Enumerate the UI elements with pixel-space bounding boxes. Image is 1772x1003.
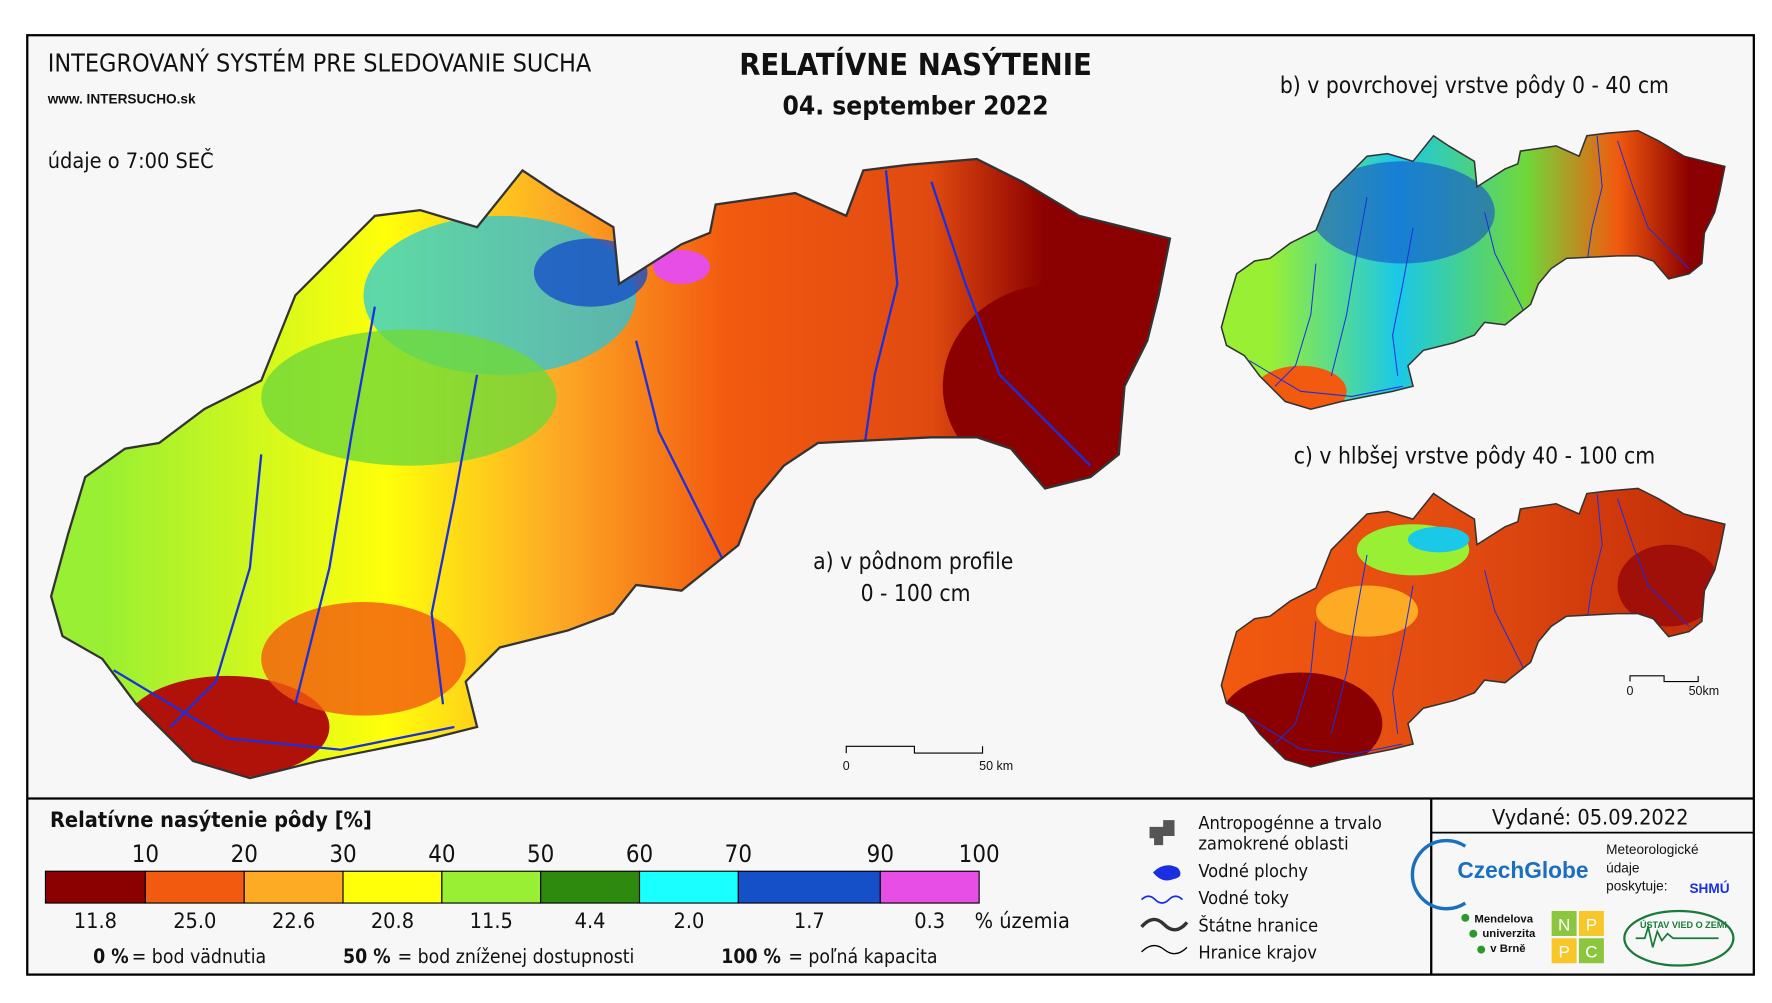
map-label: c) v hlbšej vrstve pôdy 40 - 100 cm: [1294, 443, 1655, 469]
legend-swatch: [342, 870, 443, 904]
share-label: 2.0: [673, 909, 704, 934]
legend-swatch: [441, 870, 542, 904]
title: RELATÍVNE NASÝTENIE: [739, 46, 1092, 83]
logo-dot: [1477, 945, 1486, 954]
boundary-label: 100: [959, 840, 1000, 868]
map-legend-item: Hranice krajov: [1198, 943, 1317, 964]
share-label: 4.4: [575, 909, 606, 934]
legend-swatch: [44, 870, 146, 904]
logo-letter: P: [1586, 915, 1597, 934]
share-label: 25.0: [173, 909, 216, 934]
share-label: 11.8: [74, 909, 117, 934]
logo-czechglobe: CzechGlobe: [1457, 857, 1588, 883]
map-depth: 0 - 100 cm: [861, 581, 971, 607]
logo-letter: P: [1558, 943, 1569, 962]
share-label: 20.8: [371, 909, 414, 934]
map-label: b) v povrchovej vrstve pôdy 0 - 40 cm: [1280, 73, 1669, 99]
shares-unit: % územia: [975, 909, 1070, 934]
boundary-label: 20: [231, 840, 258, 868]
map-label: a) v pôdnom profile: [813, 549, 1013, 575]
system-name: INTEGROVANÝ SYSTÉM PRE SLEDOVANIE SUCHA: [48, 49, 592, 78]
map-legend-item: zamokrené oblasti: [1198, 834, 1348, 855]
boundary-label: 40: [428, 840, 455, 868]
map-legend-item: Antropogénne a trvalo: [1198, 813, 1381, 834]
logo-text: údaje: [1606, 860, 1639, 875]
colorbar: 11.8 25.0 22.6 20.8 11.5 4.4 2.0 1.7 0.3 10 20 30 40…: [44, 840, 1000, 934]
logo-shape: [1635, 923, 1719, 948]
scale-bar: [845, 745, 984, 754]
scale-bar: [1629, 675, 1699, 683]
map-legend-item: Vodné toky: [1198, 888, 1289, 909]
scale-label: 50 km: [979, 759, 1013, 773]
issued: Vydané: 05.09.2022: [1492, 806, 1688, 831]
legend-swatch: [540, 870, 641, 904]
date: 04. september 2022: [783, 92, 1049, 122]
data-time: údaje o 7:00 SEČ: [48, 148, 214, 174]
logo-text: univerzita: [1482, 928, 1536, 940]
boundary-label: 90: [867, 840, 894, 868]
note-value: 100 %: [721, 945, 781, 968]
note-text: = bod vädnutia: [132, 945, 266, 968]
legend-swatch: [879, 870, 980, 904]
note-value: 0 %: [93, 945, 129, 968]
note-text: = bod zníženej dostupnosti: [398, 945, 635, 968]
map-legend-symbols: [1140, 820, 1189, 955]
share-label: 11.5: [470, 909, 513, 934]
boundary-label: 60: [626, 840, 653, 868]
logo-text: ÚSTAV VIED O ZEMI: [1640, 919, 1727, 930]
logo-shape: [1623, 909, 1735, 967]
logo-letter: N: [1558, 915, 1570, 934]
logo-nppc: [1551, 910, 1604, 964]
share-label: 0.3: [914, 909, 945, 934]
legend-title: Relatívne nasýtenie pôdy [%]: [50, 808, 372, 833]
logo-text: Meteorologické: [1606, 842, 1698, 857]
logo-text: Mendelova: [1474, 913, 1533, 925]
share-label: 22.6: [272, 909, 315, 934]
website: www. INTERSUCHO.sk: [47, 91, 196, 106]
map-legend-item: Vodné plochy: [1198, 861, 1308, 882]
logo-dot: [1461, 913, 1470, 922]
logo-dot: [1469, 929, 1478, 938]
logo-shmu: SHMÚ: [1689, 881, 1729, 896]
scale-label: 0: [1627, 684, 1634, 698]
scale-label: 50km: [1689, 684, 1720, 698]
legend-swatch: [638, 870, 739, 904]
logo-letter: C: [1585, 943, 1597, 962]
legend-swatch: [243, 870, 344, 904]
note-value: 50 %: [343, 945, 391, 968]
logo-shape: [1410, 838, 1467, 911]
boundary-label: 50: [527, 840, 554, 868]
note-text: = poľná kapacita: [788, 945, 937, 968]
boundary-label: 10: [132, 840, 159, 868]
share-label: 1.7: [794, 909, 825, 934]
logo-text: v Brně: [1490, 943, 1525, 955]
legend-swatch: [737, 870, 881, 904]
boundary-label: 30: [329, 840, 356, 868]
scale-label: 0: [843, 759, 850, 773]
boundary-label: 70: [725, 840, 752, 868]
legend-swatch: [144, 870, 245, 904]
map-legend-item: Štátne hranice: [1198, 914, 1318, 936]
logo-text: poskytuje:: [1606, 879, 1667, 894]
